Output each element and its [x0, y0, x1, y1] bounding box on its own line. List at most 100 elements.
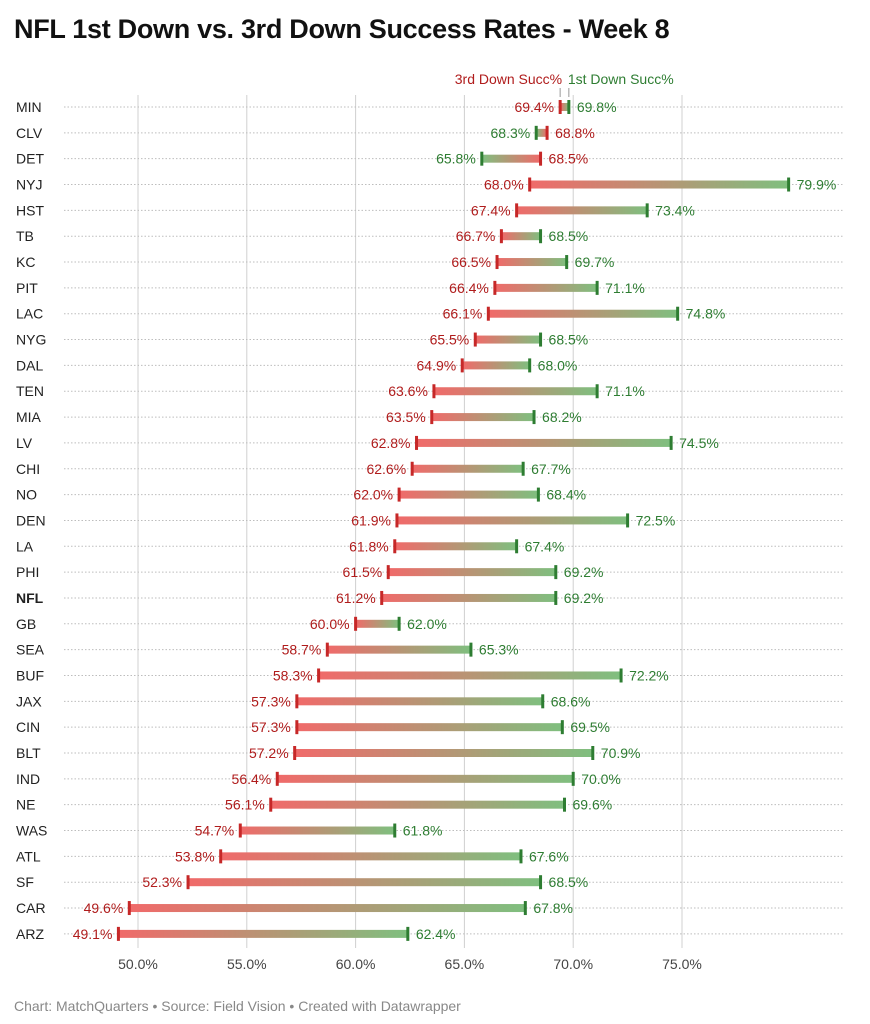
first-down-value: 67.4%: [525, 538, 565, 554]
row-den: DEN 61.9% 72.5%: [16, 512, 843, 528]
dumbbell-bar: [462, 361, 530, 370]
team-label: HST: [16, 202, 44, 218]
third-down-value: 68.5%: [549, 151, 589, 167]
x-tick-label: 65.0%: [445, 956, 485, 972]
row-sf: SF 52.3% 68.5%: [16, 874, 843, 890]
first-down-marker: [626, 513, 630, 528]
row-hst: HST 67.4% 73.4%: [16, 202, 843, 218]
first-down-value: 68.3%: [491, 125, 531, 141]
team-label: TEN: [16, 383, 44, 399]
first-down-value: 73.4%: [655, 202, 695, 218]
chart-footer: Chart: MatchQuarters • Source: Field Vis…: [14, 998, 461, 1014]
dumbbell-bar: [118, 929, 408, 938]
dumbbell-bar: [355, 619, 400, 628]
first-down-value: 68.0%: [538, 357, 578, 373]
first-down-marker: [541, 694, 545, 709]
row-lv: LV 62.8% 74.5%: [16, 435, 843, 451]
row-buf: BUF 58.3% 72.2%: [16, 667, 843, 683]
dumbbell-bar: [536, 128, 548, 137]
team-label: WAS: [16, 823, 47, 839]
third-down-marker: [127, 901, 131, 916]
first-down-marker: [619, 668, 623, 683]
third-down-value: 61.5%: [343, 564, 383, 580]
first-down-marker: [523, 901, 527, 916]
first-down-value: 72.5%: [636, 512, 676, 528]
dumbbell-bar: [318, 671, 622, 680]
x-tick-label: 75.0%: [662, 956, 702, 972]
dumbbell-bar: [416, 438, 672, 447]
dumbbell-bar: [529, 180, 789, 189]
row-det: DET 68.5% 65.8%: [16, 151, 843, 167]
first-down-marker: [554, 590, 558, 605]
third-down-value: 69.4%: [514, 99, 554, 115]
first-down-value: 68.5%: [549, 228, 589, 244]
dumbbell-bar: [270, 800, 565, 809]
row-ne: NE 56.1% 69.6%: [16, 797, 843, 813]
first-down-marker: [562, 797, 566, 812]
third-down-marker: [460, 358, 464, 373]
first-down-marker: [534, 125, 538, 140]
third-down-value: 57.3%: [251, 693, 291, 709]
third-down-marker: [116, 926, 120, 941]
third-down-value: 49.1%: [73, 926, 113, 942]
third-down-marker: [186, 875, 190, 890]
team-label: NE: [16, 797, 35, 813]
first-down-marker: [560, 720, 564, 735]
team-label: ARZ: [16, 926, 44, 942]
row-phi: PHI 61.5% 69.2%: [16, 564, 843, 580]
x-tick-label: 50.0%: [118, 956, 158, 972]
dumbbell-bar: [431, 413, 535, 422]
third-down-marker: [238, 823, 242, 838]
team-label: SF: [16, 874, 34, 890]
dumbbell-bar: [388, 568, 556, 577]
third-down-value: 57.3%: [251, 719, 291, 735]
first-down-marker: [469, 642, 473, 657]
team-label: PIT: [16, 280, 38, 296]
first-down-marker: [480, 151, 484, 166]
dumbbell-bar: [296, 723, 563, 732]
first-down-value: 65.3%: [479, 642, 519, 658]
x-tick-label: 60.0%: [336, 956, 376, 972]
team-label: JAX: [16, 693, 42, 709]
dumbbell-bar: [501, 232, 541, 241]
legend-first-down: 1st Down Succ%: [568, 71, 674, 87]
row-nyj: NYJ 68.0% 79.9%: [16, 177, 843, 193]
third-down-marker: [269, 797, 273, 812]
third-down-marker: [275, 771, 279, 786]
first-down-marker: [645, 203, 649, 218]
first-down-value: 72.2%: [629, 667, 669, 683]
first-down-value: 62.4%: [416, 926, 456, 942]
team-label: NFL: [16, 590, 44, 606]
first-down-value: 70.9%: [601, 745, 641, 761]
first-down-value: 74.5%: [679, 435, 719, 451]
first-down-marker: [536, 487, 540, 502]
first-down-value: 67.7%: [531, 461, 571, 477]
first-down-value: 62.0%: [407, 616, 447, 632]
first-down-value: 69.8%: [577, 99, 617, 115]
first-down-value: 71.1%: [605, 280, 645, 296]
third-down-value: 57.2%: [249, 745, 289, 761]
first-down-marker: [521, 461, 525, 476]
first-down-value: 69.2%: [564, 590, 604, 606]
third-down-marker: [545, 125, 549, 140]
first-down-marker: [595, 384, 599, 399]
third-down-value: 52.3%: [142, 874, 182, 890]
first-down-value: 69.6%: [572, 797, 612, 813]
legend-third-down: 3rd Down Succ%: [455, 71, 562, 87]
row-dal: DAL 64.9% 68.0%: [16, 357, 843, 373]
first-down-value: 67.8%: [533, 900, 573, 916]
third-down-marker: [219, 849, 223, 864]
third-down-marker: [415, 435, 419, 450]
first-down-marker: [591, 746, 595, 760]
first-down-marker: [539, 332, 543, 347]
dumbbell-bar: [129, 904, 526, 913]
row-ind: IND 56.4% 70.0%: [16, 771, 843, 787]
first-down-value: 68.2%: [542, 409, 582, 425]
first-down-value: 68.6%: [551, 693, 591, 709]
row-sea: SEA 58.7% 65.3%: [16, 642, 843, 658]
first-down-marker: [669, 435, 673, 450]
third-down-marker: [293, 746, 297, 760]
first-down-value: 61.8%: [403, 823, 443, 839]
